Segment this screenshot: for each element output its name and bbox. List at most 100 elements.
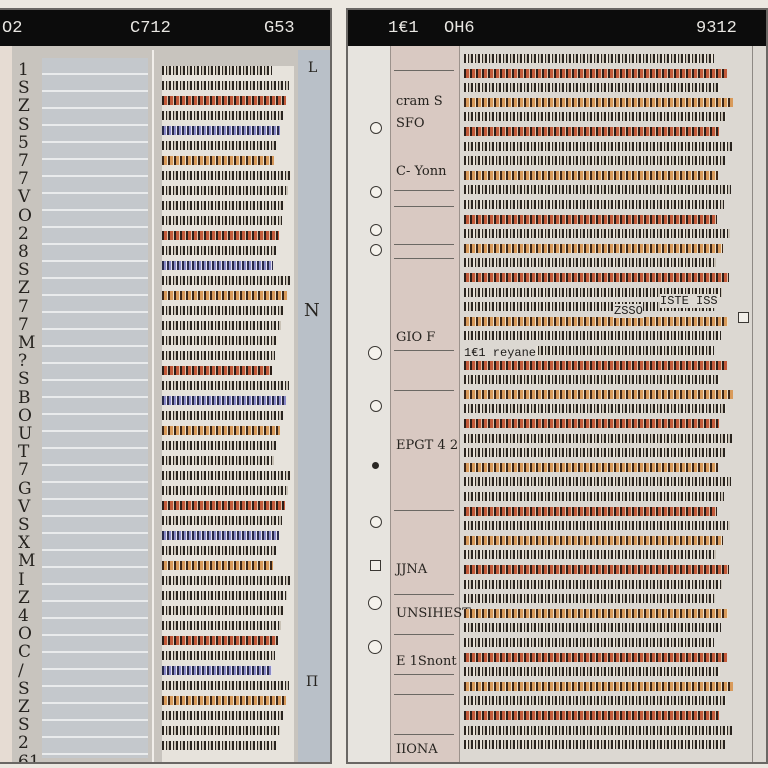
axis-char: S (18, 78, 30, 99)
right-row (464, 404, 726, 414)
scroll-marker[interactable] (738, 312, 749, 323)
right-row (464, 375, 720, 385)
radio-9[interactable] (368, 640, 382, 654)
radio-7[interactable] (370, 516, 382, 528)
right-row (464, 97, 733, 107)
row-label[interactable]: JJNA (396, 562, 428, 577)
axis-char: V (18, 187, 31, 208)
left-row (162, 636, 278, 645)
axis-char: 61 (18, 751, 40, 764)
row-label[interactable]: C- Yonn (396, 164, 447, 179)
axis-char: Z (18, 96, 30, 117)
left-row (162, 81, 289, 90)
row-label[interactable]: IIONA (396, 742, 438, 757)
row-text: 1€1 reyane (464, 346, 537, 360)
left-data-rows (162, 66, 294, 762)
label-divider (394, 634, 454, 635)
axis-char: Z (18, 587, 30, 608)
right-row (464, 579, 722, 589)
axis-char: Z (18, 278, 30, 299)
right-row (464, 258, 716, 268)
right-row (464, 681, 733, 691)
right-title-mid: OH6 (444, 19, 475, 38)
axis-char: ? (18, 351, 28, 372)
left-row (162, 306, 284, 315)
row-label[interactable]: UNSIHEST (396, 606, 471, 621)
axis-char: S (18, 114, 30, 135)
left-row (162, 711, 283, 720)
right-row (464, 419, 719, 428)
axis-char: V (18, 496, 31, 517)
left-row (162, 111, 283, 120)
label-divider (394, 510, 454, 511)
radio-3[interactable] (370, 224, 382, 236)
axis-char: 7 (18, 296, 29, 317)
right-row (464, 243, 723, 253)
row-label[interactable]: E 1Snont (396, 654, 457, 669)
right-row (464, 696, 726, 706)
left-row (162, 501, 285, 510)
axis-char: O (18, 624, 32, 645)
radio-8[interactable] (368, 596, 382, 610)
label-column-content: cram S SFO C- Yonn GIO F EPGT 4 2 JJNA UNSIHES… (394, 54, 471, 762)
left-row (162, 276, 290, 285)
row-label[interactable]: EPGT 4 2 (396, 438, 459, 453)
left-window-titlebar[interactable]: O2 C712 G53 (0, 10, 330, 46)
right-row (464, 711, 719, 720)
radio-2[interactable] (370, 186, 382, 198)
axis-char: T (18, 442, 30, 463)
right-row (464, 229, 730, 239)
left-row (162, 201, 285, 210)
right-row (464, 141, 732, 151)
left-row (162, 576, 290, 585)
label-divider (394, 390, 454, 391)
right-row (464, 433, 732, 443)
left-side-panel (298, 50, 330, 762)
axis-char: M (18, 551, 36, 572)
axis-char: 1 (18, 60, 29, 80)
axis-char: S (18, 369, 30, 390)
left-row (162, 606, 284, 615)
radio-5[interactable] (368, 346, 382, 360)
checkbox-1[interactable] (370, 560, 381, 571)
left-row (162, 591, 287, 600)
axis-char: G (18, 478, 32, 499)
radio-4[interactable] (370, 244, 382, 256)
bullet-dot (372, 462, 379, 469)
row-label[interactable]: GIO F (396, 330, 436, 345)
bottom-mark: Π (306, 674, 319, 690)
label-divider (394, 190, 454, 191)
label-divider (394, 734, 454, 735)
right-row (464, 83, 720, 93)
left-row (162, 426, 280, 435)
right-row (464, 506, 717, 516)
row-label[interactable]: cram S (396, 94, 443, 109)
left-row (162, 66, 272, 75)
right-row (464, 389, 733, 399)
row-text: ISTE ISS (660, 294, 718, 308)
gray-list-column[interactable] (42, 58, 148, 758)
label-divider (394, 258, 454, 259)
row-label[interactable]: SFO (396, 116, 425, 131)
radio-6[interactable] (370, 400, 382, 412)
axis-char: O (18, 205, 32, 226)
axis-char: 7 (18, 169, 29, 190)
left-title-left: O2 (2, 19, 23, 38)
right-row (464, 740, 725, 750)
right-row (464, 638, 714, 647)
axis-char: C (18, 642, 32, 663)
right-row (464, 214, 717, 224)
right-row (464, 331, 721, 341)
axis-char: B (18, 387, 31, 408)
mid-mark: N (304, 300, 320, 321)
left-row (162, 651, 275, 660)
left-row (162, 726, 280, 735)
radio-1[interactable] (370, 122, 382, 134)
right-title-right: 9312 (696, 19, 737, 38)
right-window-titlebar[interactable]: 1€1 OH6 9312 (348, 10, 766, 46)
left-row (162, 741, 277, 750)
right-row (464, 346, 714, 355)
right-row (464, 302, 715, 312)
right-row (464, 477, 731, 487)
label-divider (394, 674, 454, 675)
